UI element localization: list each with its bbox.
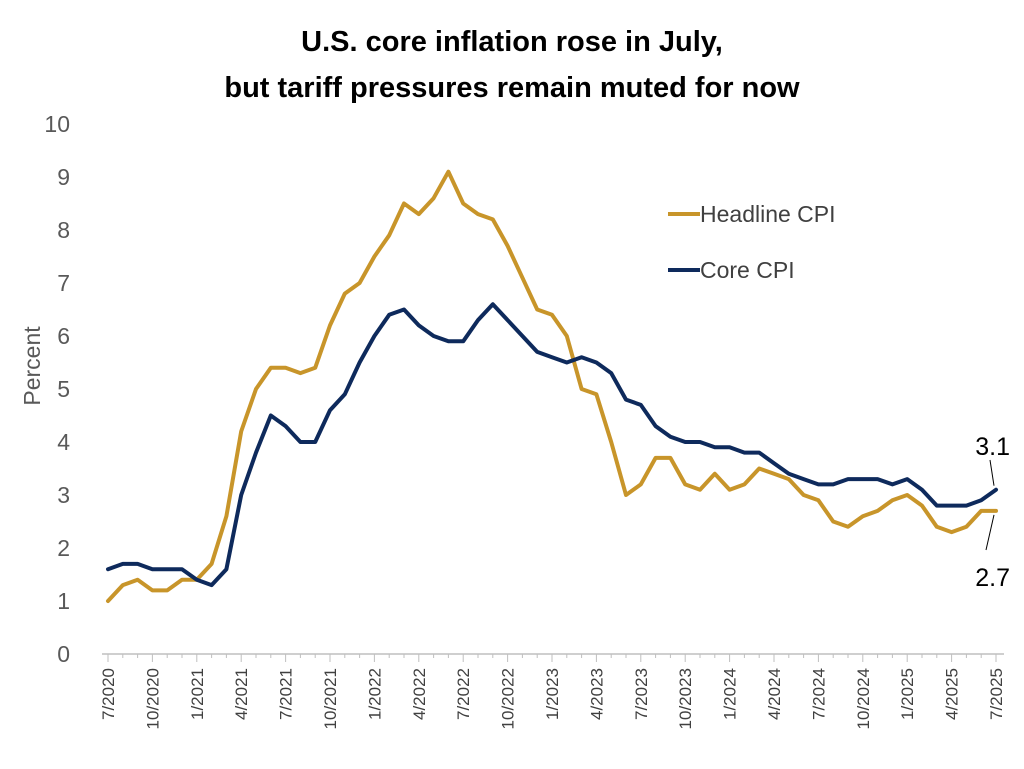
y-axis-label: Percent (19, 326, 45, 406)
y-axis-ticks: 0 1 2 3 4 5 6 7 8 9 10 (44, 111, 70, 667)
x-tick-label: 10/2023 (676, 668, 695, 729)
x-tick-label: 1/2022 (365, 668, 384, 720)
x-tick-label: 10/2021 (321, 668, 340, 729)
x-tick-label: 7/2020 (99, 668, 118, 720)
x-tick-label: 7/2023 (632, 668, 651, 720)
end-labels: 3.1 2.7 (975, 433, 1010, 592)
x-tick-label: 4/2025 (943, 668, 962, 720)
y-tick-label: 0 (57, 641, 70, 667)
chart-title-line-2: but tariff pressures remain muted for no… (224, 72, 800, 104)
x-tick-label: 1/2024 (721, 668, 740, 720)
series-line-headline-cpi (106, 169, 998, 603)
y-tick-label: 5 (57, 376, 70, 402)
x-tick-label: 1/2025 (898, 668, 917, 720)
y-tick-label: 1 (57, 588, 70, 614)
x-tick-label: 1/2023 (543, 668, 562, 720)
legend: Headline CPI Core CPI (668, 201, 836, 283)
x-tick-label: 4/2022 (410, 668, 429, 720)
legend-label: Core CPI (700, 257, 795, 283)
end-label-core-cpi: 3.1 (975, 433, 1010, 461)
leader-line-core (989, 459, 995, 486)
end-label-headline-cpi: 2.7 (975, 564, 1010, 592)
x-axis-ticks: 7/2020 10/2020 1/2021 4/2021 7/2021 10/2021 1/… (99, 654, 1006, 729)
x-tick-label: 10/2020 (143, 668, 162, 729)
y-tick-label: 6 (57, 323, 70, 349)
series-line-core-cpi (106, 302, 998, 588)
y-tick-label: 8 (57, 217, 70, 243)
series-lines (106, 169, 998, 603)
legend-label: Headline CPI (700, 201, 836, 227)
y-tick-label: 4 (57, 429, 70, 455)
y-tick-label: 9 (57, 164, 70, 190)
x-tick-label: 7/2022 (454, 668, 473, 720)
x-tick-label: 7/2025 (987, 668, 1006, 720)
x-tick-label: 4/2021 (232, 668, 251, 720)
y-tick-label: 2 (57, 535, 70, 561)
x-tick-label: 4/2023 (587, 668, 606, 720)
x-tick-label: 7/2021 (277, 668, 296, 720)
x-tick-label: 4/2024 (765, 668, 784, 720)
leader-line-headline (985, 514, 995, 551)
y-tick-label: 10 (44, 111, 70, 137)
x-tick-label: 7/2024 (809, 668, 828, 720)
x-tick-label: 10/2024 (854, 668, 873, 729)
y-tick-label: 3 (57, 482, 70, 508)
y-tick-label: 7 (57, 270, 70, 296)
x-tick-label: 10/2022 (499, 668, 518, 729)
x-tick-label: 1/2021 (188, 668, 207, 720)
chart-title-line-1: U.S. core inflation rose in July, (301, 26, 723, 58)
